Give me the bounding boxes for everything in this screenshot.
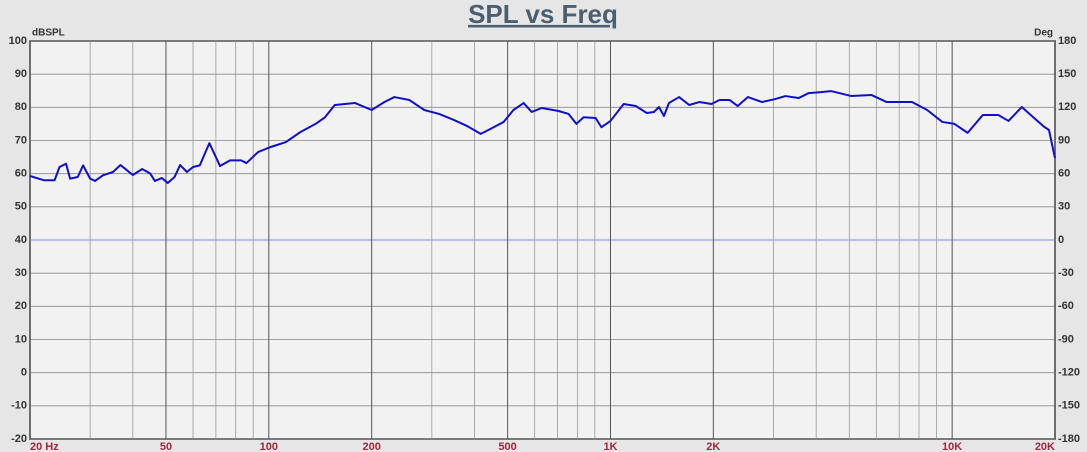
y-tick-label: 10 bbox=[15, 333, 27, 345]
x-tick-label: 2K bbox=[706, 441, 720, 452]
x-tick-label: 100 bbox=[260, 441, 278, 452]
y2-tick-label: -90 bbox=[1058, 333, 1074, 345]
y-tick-label: 100 bbox=[9, 35, 27, 47]
y-axis-label: dBSPL bbox=[32, 28, 65, 39]
y2-tick-label: 90 bbox=[1058, 134, 1070, 146]
y-tick-label: 80 bbox=[15, 101, 27, 113]
y2-tick-label: 180 bbox=[1058, 35, 1076, 47]
y2-tick-label: 60 bbox=[1058, 168, 1070, 180]
x-tick-label: 20K bbox=[1035, 441, 1055, 452]
y2-tick-label: -180 bbox=[1058, 433, 1080, 445]
x-tick-label: 1K bbox=[603, 441, 617, 452]
y2-axis-label: Deg bbox=[1034, 28, 1053, 39]
y-tick-label: 20 bbox=[15, 300, 27, 312]
y-tick-label: 0 bbox=[21, 367, 27, 379]
spl-line bbox=[29, 90, 1056, 184]
y2-tick-label: 30 bbox=[1058, 201, 1070, 213]
y-tick-label: 30 bbox=[15, 267, 27, 279]
y-tick-label: -10 bbox=[11, 400, 27, 412]
x-tick-label: 500 bbox=[498, 441, 516, 452]
y2-tick-label: 120 bbox=[1058, 101, 1076, 113]
chart-title: SPL vs Freq bbox=[468, 0, 618, 29]
y-tick-label: 50 bbox=[15, 201, 27, 213]
x-tick-label: 10K bbox=[942, 441, 962, 452]
y2-tick-label: -150 bbox=[1058, 400, 1080, 412]
x-tick-label: 20 Hz bbox=[30, 441, 59, 452]
y-tick-label: 70 bbox=[15, 134, 27, 146]
y2-tick-label: -60 bbox=[1058, 300, 1074, 312]
x-tick-label: 50 bbox=[160, 441, 172, 452]
y-tick-label: 40 bbox=[15, 234, 27, 246]
y2-tick-label: 0 bbox=[1058, 234, 1064, 246]
x-tick-label: 200 bbox=[362, 441, 380, 452]
y-tick-label: 60 bbox=[15, 168, 27, 180]
y2-tick-label: -30 bbox=[1058, 267, 1074, 279]
y2-tick-label: 150 bbox=[1058, 68, 1076, 80]
y2-tick-label: -120 bbox=[1058, 367, 1080, 379]
y-tick-label: 90 bbox=[15, 68, 27, 80]
y-tick-label: -20 bbox=[11, 433, 27, 445]
